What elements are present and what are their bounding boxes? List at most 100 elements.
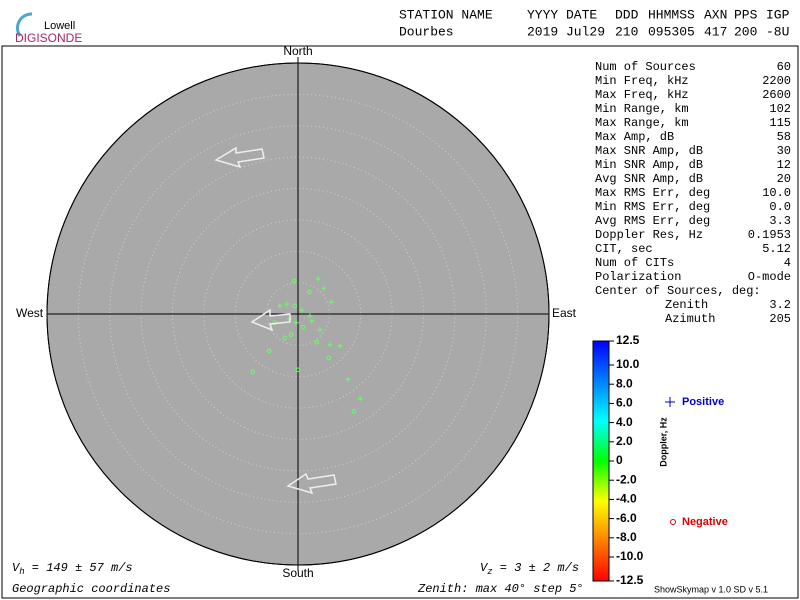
- vh-symbol: V: [12, 561, 21, 575]
- stat-label: Max Amp, dB: [595, 130, 674, 144]
- stat-value: 12: [777, 158, 791, 172]
- stat-value: 2200: [762, 74, 791, 88]
- version: ShowSkymap v 1.0 SD v 5.1: [654, 584, 768, 594]
- header-label: PPS: [734, 7, 758, 22]
- stat-label: CIT, sec: [595, 242, 653, 256]
- colorbar-tick-label: 8.0: [616, 376, 633, 390]
- vh-label: Vh = 149 ± 57 m/s: [12, 561, 133, 577]
- source-point: [357, 396, 363, 402]
- zenith-info: Zenith: max 40° step 5°: [417, 582, 584, 596]
- center-label: Zenith: [665, 298, 708, 312]
- center-value: 205: [769, 312, 791, 326]
- source-point: [309, 318, 315, 324]
- colorbar-label: Doppler, Hz: [658, 417, 668, 467]
- colorbar-tick-label: -8.0: [616, 530, 637, 544]
- legend-marker: [665, 397, 675, 407]
- legend-marker: [670, 519, 676, 525]
- plot: [46, 57, 550, 571]
- source-point: [307, 313, 313, 319]
- stat-value: 0.1953: [748, 228, 791, 242]
- source-point: [351, 408, 357, 414]
- stat-value: 30: [777, 144, 791, 158]
- vz-text: = 3 ± 2 m/s: [493, 561, 579, 575]
- stat-label: Max Range, km: [595, 116, 689, 130]
- header-label: DDD: [615, 7, 639, 22]
- header-value: 2019 Jul29: [527, 24, 605, 39]
- source-point: [326, 355, 332, 361]
- stat-label: Num of Sources: [595, 60, 696, 74]
- source-point: [321, 285, 327, 291]
- header-value: 095305: [648, 24, 695, 39]
- header-value: 417: [704, 24, 727, 39]
- header-value: Dourbes: [399, 24, 454, 39]
- header-value: -8U: [766, 24, 789, 39]
- source-point: [286, 316, 292, 322]
- center-value: 3.2: [769, 298, 791, 312]
- stat-label: Min RMS Err, deg: [595, 200, 710, 214]
- logo-brand: Lowell: [44, 20, 75, 32]
- vz-symbol: V: [480, 561, 489, 575]
- colorbar-tick-label: 6.0: [616, 396, 633, 410]
- header-label: STATION NAME: [399, 7, 493, 22]
- direction-north: North: [283, 44, 312, 58]
- stat-value: 4: [784, 256, 791, 270]
- colorbar: [592, 340, 610, 582]
- source-point: [317, 327, 323, 333]
- colorbar-tick-label: -4.0: [616, 492, 637, 506]
- source-point: [250, 369, 256, 375]
- source-point: [266, 348, 272, 354]
- colorbar-tick-label: 2.0: [616, 434, 633, 448]
- source-point: [282, 335, 288, 341]
- stat-label: Doppler Res, Hz: [595, 228, 703, 242]
- coords: Geographic coordinates: [12, 582, 170, 596]
- source-point: [299, 307, 305, 313]
- legend-label: Negative: [682, 516, 728, 528]
- stat-label: Min SNR Amp, dB: [595, 158, 703, 172]
- arrow: [286, 472, 337, 495]
- stat-value: 0.0: [769, 200, 791, 214]
- source-point: [295, 367, 301, 373]
- colorbar-tick-label: 10.0: [616, 357, 640, 371]
- stat-label: Avg RMS Err, deg: [595, 214, 710, 228]
- vz-sub: z: [487, 567, 492, 577]
- source-point: [293, 320, 299, 326]
- stat-value: 60: [777, 60, 791, 74]
- direction-south: South: [282, 566, 313, 580]
- source-point: [291, 278, 297, 284]
- source-point: [337, 343, 343, 349]
- source-point: [315, 276, 321, 282]
- stat-label: Min Freq, kHz: [595, 74, 689, 88]
- stat-value: O-mode: [748, 270, 791, 284]
- frame: [1, 45, 799, 599]
- direction-east: East: [552, 306, 577, 320]
- stat-label: Max SNR Amp, dB: [595, 144, 703, 158]
- stat-label: Min Range, km: [595, 102, 689, 116]
- source-point: [314, 339, 320, 345]
- legend-label: Positive: [682, 396, 724, 408]
- direction-west: West: [16, 306, 44, 320]
- source-point: [277, 303, 283, 309]
- stat-value: 2600: [762, 88, 791, 102]
- colorbar-tick-label: 0: [616, 453, 623, 467]
- header-label: HHMMSS: [648, 7, 695, 22]
- stat-value: 115: [769, 116, 791, 130]
- colorbar-tick-label: -6.0: [616, 511, 637, 525]
- header-value: 210: [615, 24, 638, 39]
- header-label: AXN: [704, 7, 727, 22]
- center-label: Azimuth: [665, 312, 715, 326]
- vz-label: Vz = 3 ± 2 m/s: [480, 561, 579, 577]
- stat-value: 58: [777, 130, 791, 144]
- colorbar-tick-label: -12.5: [616, 573, 644, 587]
- header-label: YYYY DATE: [527, 7, 597, 22]
- source-point: [345, 376, 351, 382]
- stat-value: 10.0: [762, 186, 791, 200]
- source-point: [288, 332, 294, 338]
- logo-arc: [16, 12, 33, 37]
- center-label: Center of Sources, deg:: [595, 284, 761, 298]
- vh-sub: h: [19, 567, 24, 577]
- header-value: 200: [734, 24, 757, 39]
- stat-label: Polarization: [595, 270, 681, 284]
- source-point: [300, 324, 306, 330]
- stat-value: 20: [777, 172, 791, 186]
